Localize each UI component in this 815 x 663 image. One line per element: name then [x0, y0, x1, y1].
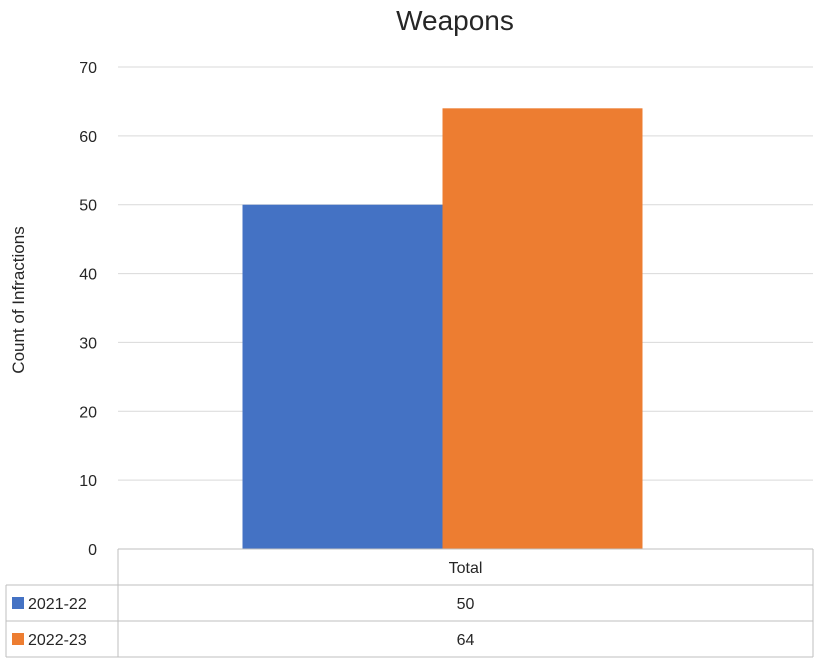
data-table-value: 64 [457, 632, 475, 649]
y-tick-label: 10 [79, 473, 97, 490]
x-tick-label: Total [449, 560, 483, 577]
bar-2021-22 [242, 204, 443, 549]
y-tick-label: 30 [79, 335, 97, 352]
y-tick-label: 40 [79, 267, 97, 284]
y-tick-label: 60 [79, 129, 97, 146]
y-tick-label: 70 [79, 60, 97, 77]
y-axis-label: Count of Infractions [9, 226, 28, 373]
legend-swatch [12, 633, 24, 645]
y-tick-label: 50 [79, 198, 97, 215]
data-table-value: 50 [457, 596, 475, 613]
legend-swatch [12, 597, 24, 609]
y-tick-label: 0 [88, 542, 97, 559]
bar-2022-23 [442, 108, 643, 550]
chart-title: Weapons [396, 5, 514, 36]
legend-entry: 2022-23 [28, 632, 87, 649]
y-tick-label: 20 [79, 404, 97, 421]
legend-entry: 2021-22 [28, 596, 87, 613]
